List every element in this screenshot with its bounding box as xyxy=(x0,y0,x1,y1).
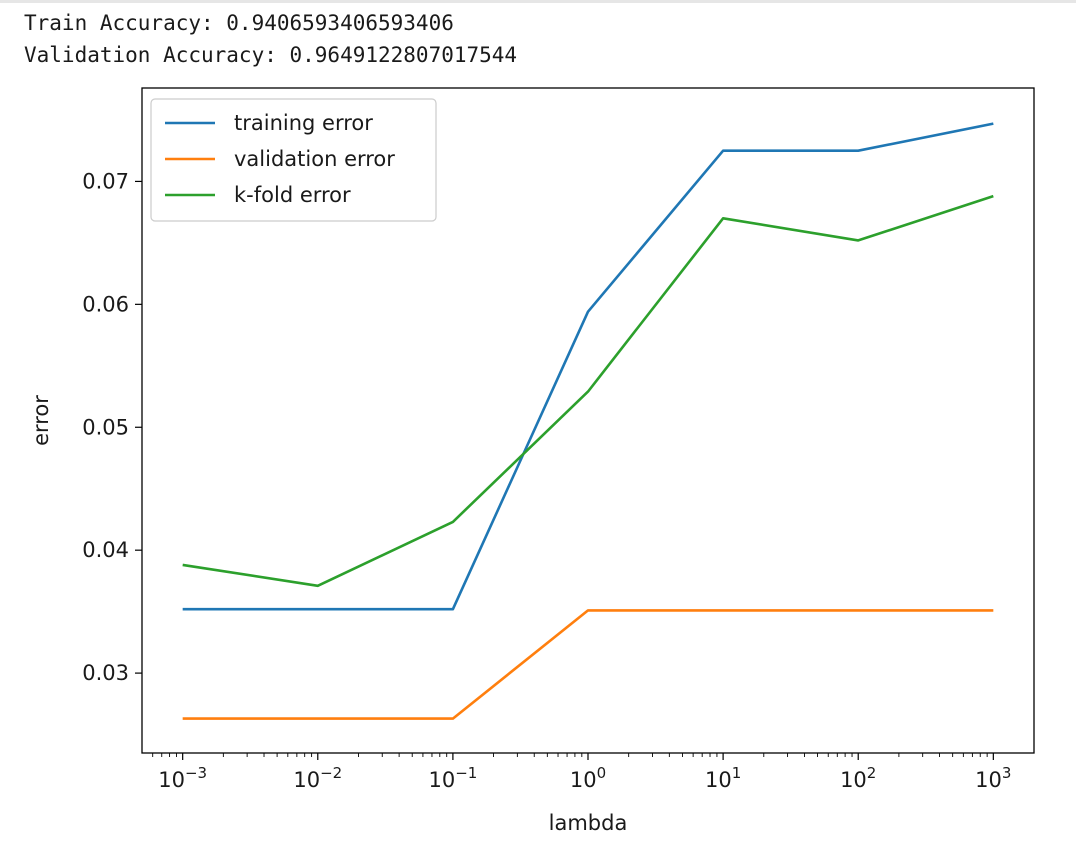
error-vs-lambda-chart: 0.030.040.050.060.07 10−3 10−2 10−1 100 101 1… xyxy=(29,87,1035,835)
y-tick-label: 0.07 xyxy=(82,169,129,193)
y-tick-label: 0.05 xyxy=(82,415,129,439)
validation-accuracy-output: Validation Accuracy: 0.9649122807017544 xyxy=(24,43,518,67)
x-tick-label: 10−2 xyxy=(293,764,342,792)
cell-divider xyxy=(0,0,1076,3)
x-tick-label: 103 xyxy=(975,764,1011,792)
train-accuracy-output: Train Accuracy: 0.9406593406593406 xyxy=(24,11,454,35)
validation-error-legend-label: validation error xyxy=(234,147,395,171)
legend-box xyxy=(150,98,437,222)
x-axis-label: lambda xyxy=(549,811,628,835)
x-tick-label: 102 xyxy=(840,764,876,792)
y-tick-label: 0.03 xyxy=(82,661,129,685)
series-lines xyxy=(182,122,994,720)
legend: training error validation error k-fold err… xyxy=(150,98,437,222)
x-tick-label: 101 xyxy=(705,764,741,792)
x-tick-label: 10−1 xyxy=(428,764,477,792)
training-error-legend-label: training error xyxy=(234,111,373,135)
y-axis: 0.03 0.04 0.05 0.06 0.07 xyxy=(82,169,142,685)
y-tick-label: 0.04 xyxy=(82,538,129,562)
x-axis: 10−3 10−2 10−1 100 101 102 103 xyxy=(152,753,1011,792)
y-axis-label: error xyxy=(29,395,53,446)
k-fold-error-legend-label: k-fold error xyxy=(234,183,351,207)
x-tick-label: 10−3 xyxy=(158,764,207,792)
y-tick-label: 0.06 xyxy=(82,292,129,316)
x-tick-label: 100 xyxy=(570,764,606,792)
